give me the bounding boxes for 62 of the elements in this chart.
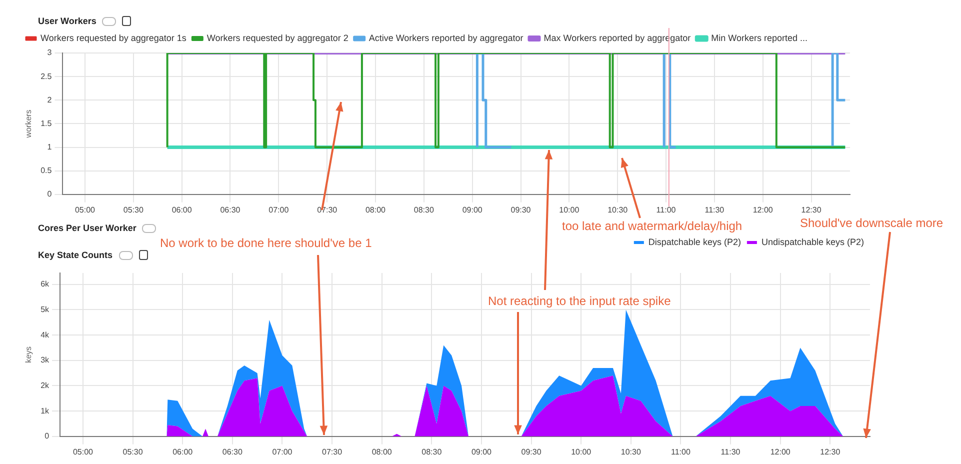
x-tick-label: 07:30 (317, 205, 338, 214)
y-tick-label: 2k (40, 380, 50, 390)
legend-label: Workers requested by aggregator 2 (206, 32, 348, 43)
x-tick-label: 07:30 (322, 447, 343, 456)
x-tick-label: 08:30 (414, 205, 434, 214)
x-tick-label: 05:00 (74, 205, 96, 214)
x-tick-label: 06:30 (220, 205, 241, 214)
x-tick-label: 09:30 (510, 205, 532, 214)
legend-label: Undispatchable keys (P2) (761, 236, 864, 247)
x-tick-label: 06:00 (172, 447, 194, 456)
y-axis-title: workers (24, 110, 34, 139)
x-tick-label: 08:00 (372, 447, 392, 456)
x-tick-label: 11:30 (720, 447, 741, 456)
y-tick-label: 6k (40, 280, 50, 289)
y-tick-label: 1 (47, 142, 52, 152)
x-tick-label: 10:30 (620, 447, 642, 456)
x-tick-label: 05:00 (72, 447, 94, 456)
chart-title: User Workers (38, 16, 96, 26)
x-tick-label: 12:00 (770, 447, 791, 456)
legend-label: Max Workers reported by aggregator (544, 32, 691, 43)
y-tick-label: 1k (40, 406, 50, 416)
x-tick-label: 10:30 (608, 205, 628, 214)
legend-label: Dispatchable keys (P2) (648, 236, 741, 247)
legend-label: Workers requested by aggregator 1s (40, 32, 187, 43)
x-tick-label: 12:30 (820, 447, 841, 456)
x-tick-label: 05:30 (123, 205, 144, 214)
y-tick-label: 4k (40, 330, 50, 340)
x-tick-label: 07:00 (272, 447, 293, 456)
y-tick-label: 5k (40, 304, 50, 314)
x-tick-label: 11:30 (704, 205, 725, 214)
text: Should've downscale more (800, 216, 944, 230)
text: Cores Per User Worker (38, 223, 136, 233)
x-tick-label: 09:00 (462, 205, 483, 214)
chart-title: Key State Counts (38, 250, 113, 260)
legend-label: Active Workers reported by aggregator (368, 32, 524, 43)
x-tick-label: 09:00 (471, 447, 492, 456)
x-tick-label: 05:30 (122, 447, 144, 456)
y-tick-label: 3 (47, 48, 52, 58)
x-tick-label: 11:00 (670, 447, 691, 456)
y-tick-label: 0.5 (40, 166, 52, 176)
y-tick-label: 3k (40, 356, 50, 365)
y-tick-label: 0 (47, 190, 52, 199)
legend-label: Min Workers reported ... (711, 32, 808, 43)
x-tick-label: 12:00 (752, 205, 774, 214)
y-axis-title: keys (24, 346, 34, 363)
x-tick-label: 10:00 (571, 447, 592, 456)
y-tick-label: 0 (44, 432, 50, 441)
y-tick-label: 2.5 (40, 72, 52, 81)
text: too late and watermark/delay/high (562, 219, 742, 233)
y-tick-label: 1.5 (40, 118, 52, 128)
x-tick-label: 06:00 (172, 205, 192, 214)
x-tick-label: 06:30 (222, 447, 243, 456)
y-tick-label: 2 (47, 95, 52, 104)
x-tick-label: 07:00 (268, 205, 290, 214)
text: No work to be done here should've be 1 (160, 236, 372, 250)
x-tick-label: 12:30 (801, 205, 822, 214)
annotation: Not reacting to the input rate spike (488, 294, 671, 308)
x-tick-label: 11:00 (656, 205, 676, 214)
x-tick-label: 09:30 (521, 447, 542, 456)
x-tick-label: 10:00 (559, 205, 580, 214)
x-tick-label: 08:30 (422, 447, 442, 456)
x-tick-label: 08:00 (365, 205, 386, 214)
